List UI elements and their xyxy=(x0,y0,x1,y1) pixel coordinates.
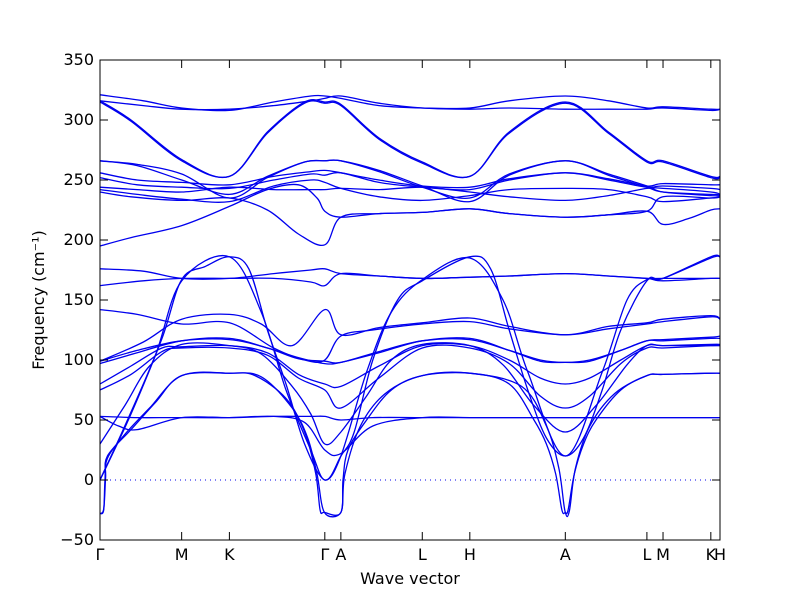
y-tick-label: 150 xyxy=(63,290,94,309)
y-tick-label: 250 xyxy=(63,170,94,189)
x-axis: Γ M K Γ A L H A L M KH xyxy=(96,60,726,564)
dispersion-curves xyxy=(99,94,721,518)
band-branch-11 xyxy=(99,335,721,364)
x-tick-label: L xyxy=(642,545,651,564)
y-tick-label: 300 xyxy=(63,110,94,129)
band-branch-25 xyxy=(99,100,721,180)
y-axis-label: Frequency (cm⁻¹) xyxy=(29,230,48,369)
x-tick-label: M xyxy=(175,545,189,564)
x-tick-label: L xyxy=(418,545,427,564)
band-branch-18 xyxy=(99,186,721,202)
x-tick-label: Γ xyxy=(96,545,105,564)
x-tick-label: A xyxy=(335,545,346,564)
y-axis: −50 0 50 100 150 200 250 300 350 xyxy=(60,50,720,549)
band-branch-10 xyxy=(99,337,721,365)
x-tick-label: H xyxy=(464,545,476,564)
y-tick-label: 50 xyxy=(74,410,94,429)
y-tick-label: 100 xyxy=(63,350,94,369)
band-branch-2 xyxy=(99,371,721,518)
x-tick-label: M xyxy=(656,545,670,564)
band-branch-9 xyxy=(99,342,721,389)
band-branch-8 xyxy=(99,344,721,409)
band-branch-15 xyxy=(99,267,720,280)
band-branch-26 xyxy=(99,94,721,112)
x-tick-label: K xyxy=(706,545,717,564)
band-branch-4 xyxy=(99,255,721,481)
band-branch-1 xyxy=(99,371,721,518)
band-branch-13 xyxy=(99,308,721,362)
x-axis-label: Wave vector xyxy=(360,569,460,588)
band-branch-19 xyxy=(99,179,721,203)
y-tick-label: −50 xyxy=(60,530,94,549)
x-tick-label: K xyxy=(224,545,235,564)
y-tick-label: 350 xyxy=(63,50,94,69)
band-branch-27 xyxy=(99,95,721,112)
x-tick-label: Γ xyxy=(320,545,329,564)
x-tick-label: A xyxy=(560,545,571,564)
band-branch-16 xyxy=(99,183,721,247)
band-branch-24 xyxy=(99,99,721,179)
x-tick-label: H xyxy=(714,545,726,564)
band-branch-7 xyxy=(99,415,721,457)
y-tick-label: 200 xyxy=(63,230,94,249)
band-branch-22 xyxy=(99,159,721,203)
band-branch-12 xyxy=(99,308,721,363)
y-tick-label: 0 xyxy=(84,470,94,489)
band-branch-23 xyxy=(99,159,721,199)
